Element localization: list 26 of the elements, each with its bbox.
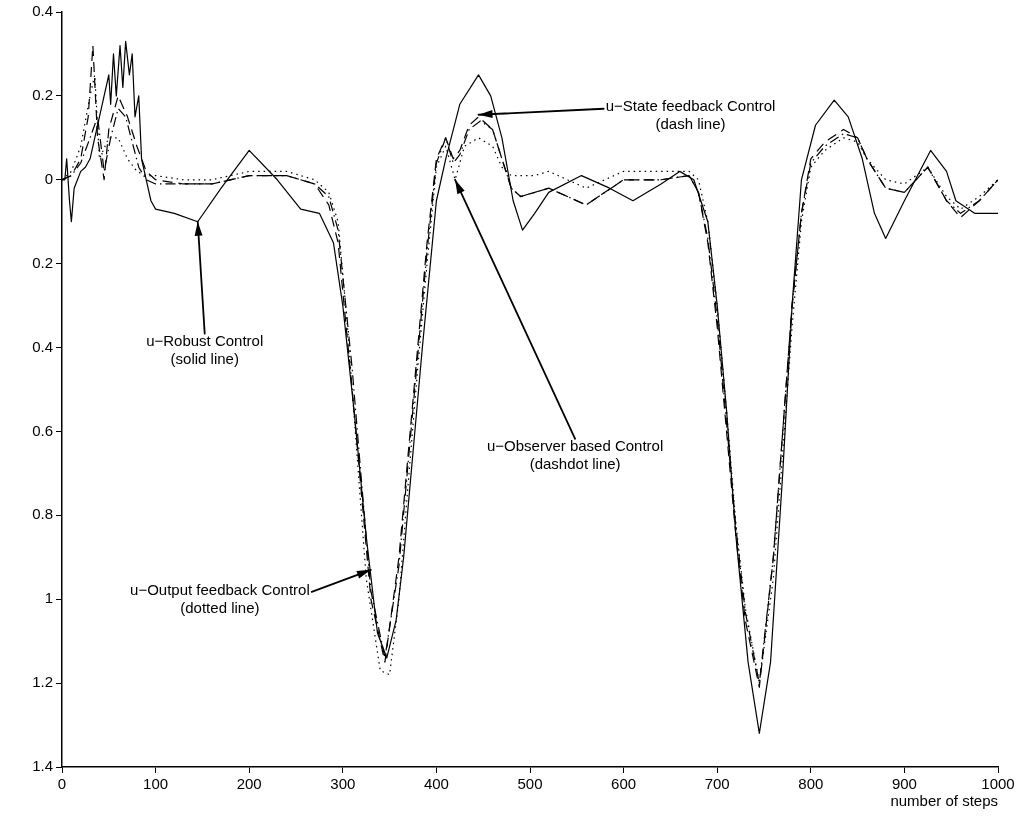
x-tick-label: 900 <box>891 775 917 793</box>
y-tick-label: 1.4 <box>32 757 53 775</box>
y-tick-label: 1 <box>44 589 53 607</box>
x-tick-label: 0 <box>57 775 67 793</box>
x-axis-title: number of steps <box>890 791 998 809</box>
x-tick-label: 300 <box>330 775 356 793</box>
x-tick-label: 800 <box>798 775 824 793</box>
y-tick-label: 0.6 <box>32 421 53 439</box>
x-tick-label: 600 <box>611 775 637 793</box>
annotation: u−State feedback Control (dash line) <box>605 97 776 133</box>
annotation: u−Output feedback Control (dotted line) <box>130 580 310 616</box>
y-tick-label: 1.2 <box>32 673 53 691</box>
y-tick-label: 0.4 <box>32 2 53 20</box>
annotation: u−Observer based Control (dashdot line) <box>486 437 664 473</box>
x-tick-label: 100 <box>143 775 169 793</box>
x-tick-label: 500 <box>517 775 543 793</box>
y-tick-label: 0 <box>44 169 53 187</box>
x-tick-label: 400 <box>423 775 449 793</box>
y-tick-label: 0.2 <box>32 253 53 271</box>
x-tick-label: 1000 <box>981 775 1015 793</box>
y-tick-label: 0.4 <box>32 337 53 355</box>
y-tick-label: 0.2 <box>32 86 53 104</box>
x-tick-label: 700 <box>704 775 730 793</box>
y-tick-label: 0.8 <box>32 505 53 523</box>
annotation: u−Robust Control (solid line) <box>146 332 264 368</box>
x-tick-label: 200 <box>236 775 262 793</box>
